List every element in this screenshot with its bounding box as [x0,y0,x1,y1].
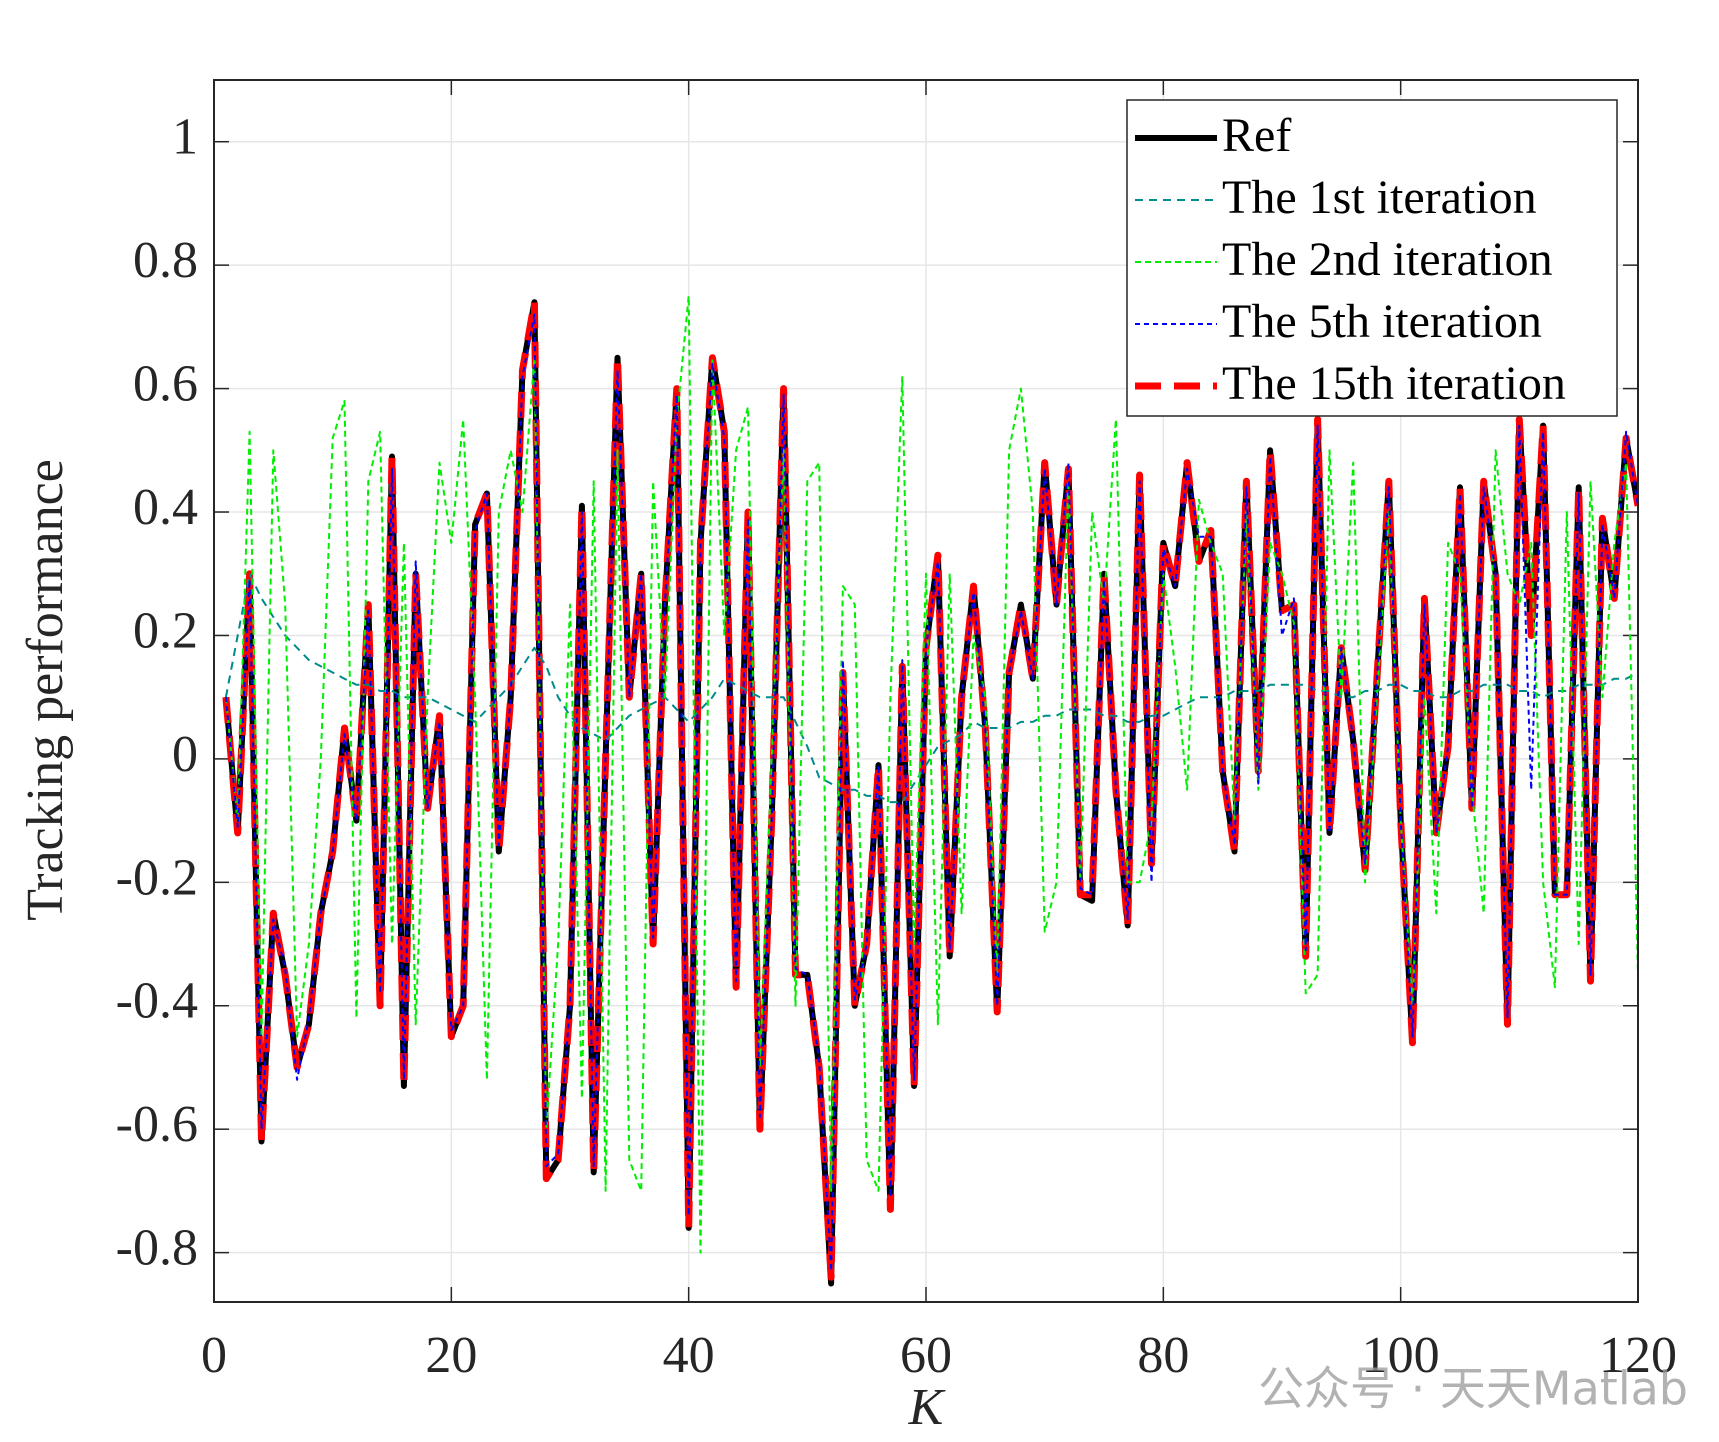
x-tick-label: 120 [1599,1327,1677,1384]
legend-box [1126,99,1618,417]
axes-box [213,79,1639,1303]
series-line [224,572,1638,804]
y-tick-label: -0.2 [116,849,198,906]
legend-label: The 5th iteration [1222,295,1542,348]
y-tick-label: -0.4 [116,973,198,1030]
legend-label: The 2nd iteration [1222,233,1553,286]
y-tick-label: 0.2 [133,602,198,659]
x-tick-label: 60 [900,1327,952,1384]
legend-label: Ref [1222,109,1291,162]
legend-label: The 1st iteration [1222,171,1537,224]
y-tick-label: 0 [172,726,198,783]
y-tick-label: -0.6 [116,1096,198,1153]
x-tick-label: 40 [663,1327,715,1384]
y-tick-label: -0.8 [116,1220,198,1277]
x-tick-label: 100 [1362,1327,1440,1384]
y-axis-label: Tracking performance [17,459,74,921]
x-axis-label: K [908,1379,946,1436]
x-tick-label: 20 [425,1327,477,1384]
series-line [224,313,1638,1273]
legend-label: The 15th iteration [1222,357,1566,410]
x-tick-label: 80 [1137,1327,1189,1384]
watermark: 公众号 · 天天Matlab [1258,1362,1688,1416]
y-tick-label: 0.6 [133,356,198,413]
y-tick-label: 0.4 [133,479,198,536]
y-tick-label: 1 [172,109,198,166]
x-tick-label: 0 [201,1327,227,1384]
series-line [224,295,1638,1254]
y-tick-label: 0.8 [133,232,198,289]
